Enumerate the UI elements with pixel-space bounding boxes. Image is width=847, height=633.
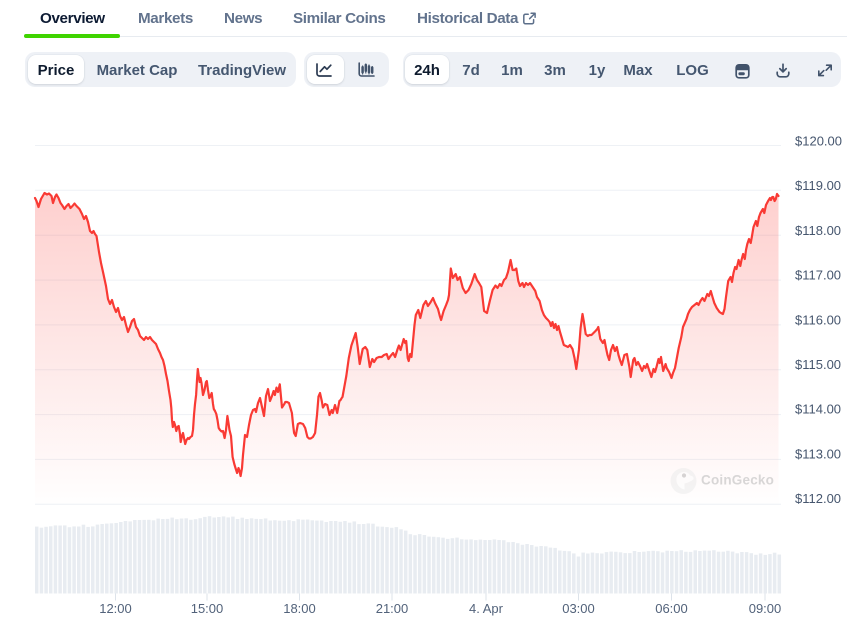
svg-text:21:00: 21:00: [376, 601, 409, 616]
svg-text:$118.00: $118.00: [795, 223, 841, 238]
svg-text:4. Apr: 4. Apr: [469, 601, 504, 616]
svg-text:$113.00: $113.00: [795, 446, 841, 461]
svg-text:18:00: 18:00: [283, 601, 316, 616]
svg-text:06:00: 06:00: [655, 601, 688, 616]
svg-text:09:00: 09:00: [749, 601, 782, 616]
svg-text:$120.00: $120.00: [795, 134, 842, 149]
svg-text:$114.00: $114.00: [795, 402, 841, 417]
svg-text:$115.00: $115.00: [795, 357, 841, 372]
svg-text:15:00: 15:00: [191, 601, 224, 616]
svg-text:$112.00: $112.00: [795, 491, 841, 506]
svg-text:$117.00: $117.00: [795, 268, 841, 283]
svg-text:12:00: 12:00: [99, 601, 132, 616]
svg-text:$119.00: $119.00: [795, 178, 841, 193]
svg-text:$116.00: $116.00: [795, 312, 841, 327]
svg-text:03:00: 03:00: [562, 601, 595, 616]
svg-text:CoinGecko: CoinGecko: [701, 473, 774, 488]
